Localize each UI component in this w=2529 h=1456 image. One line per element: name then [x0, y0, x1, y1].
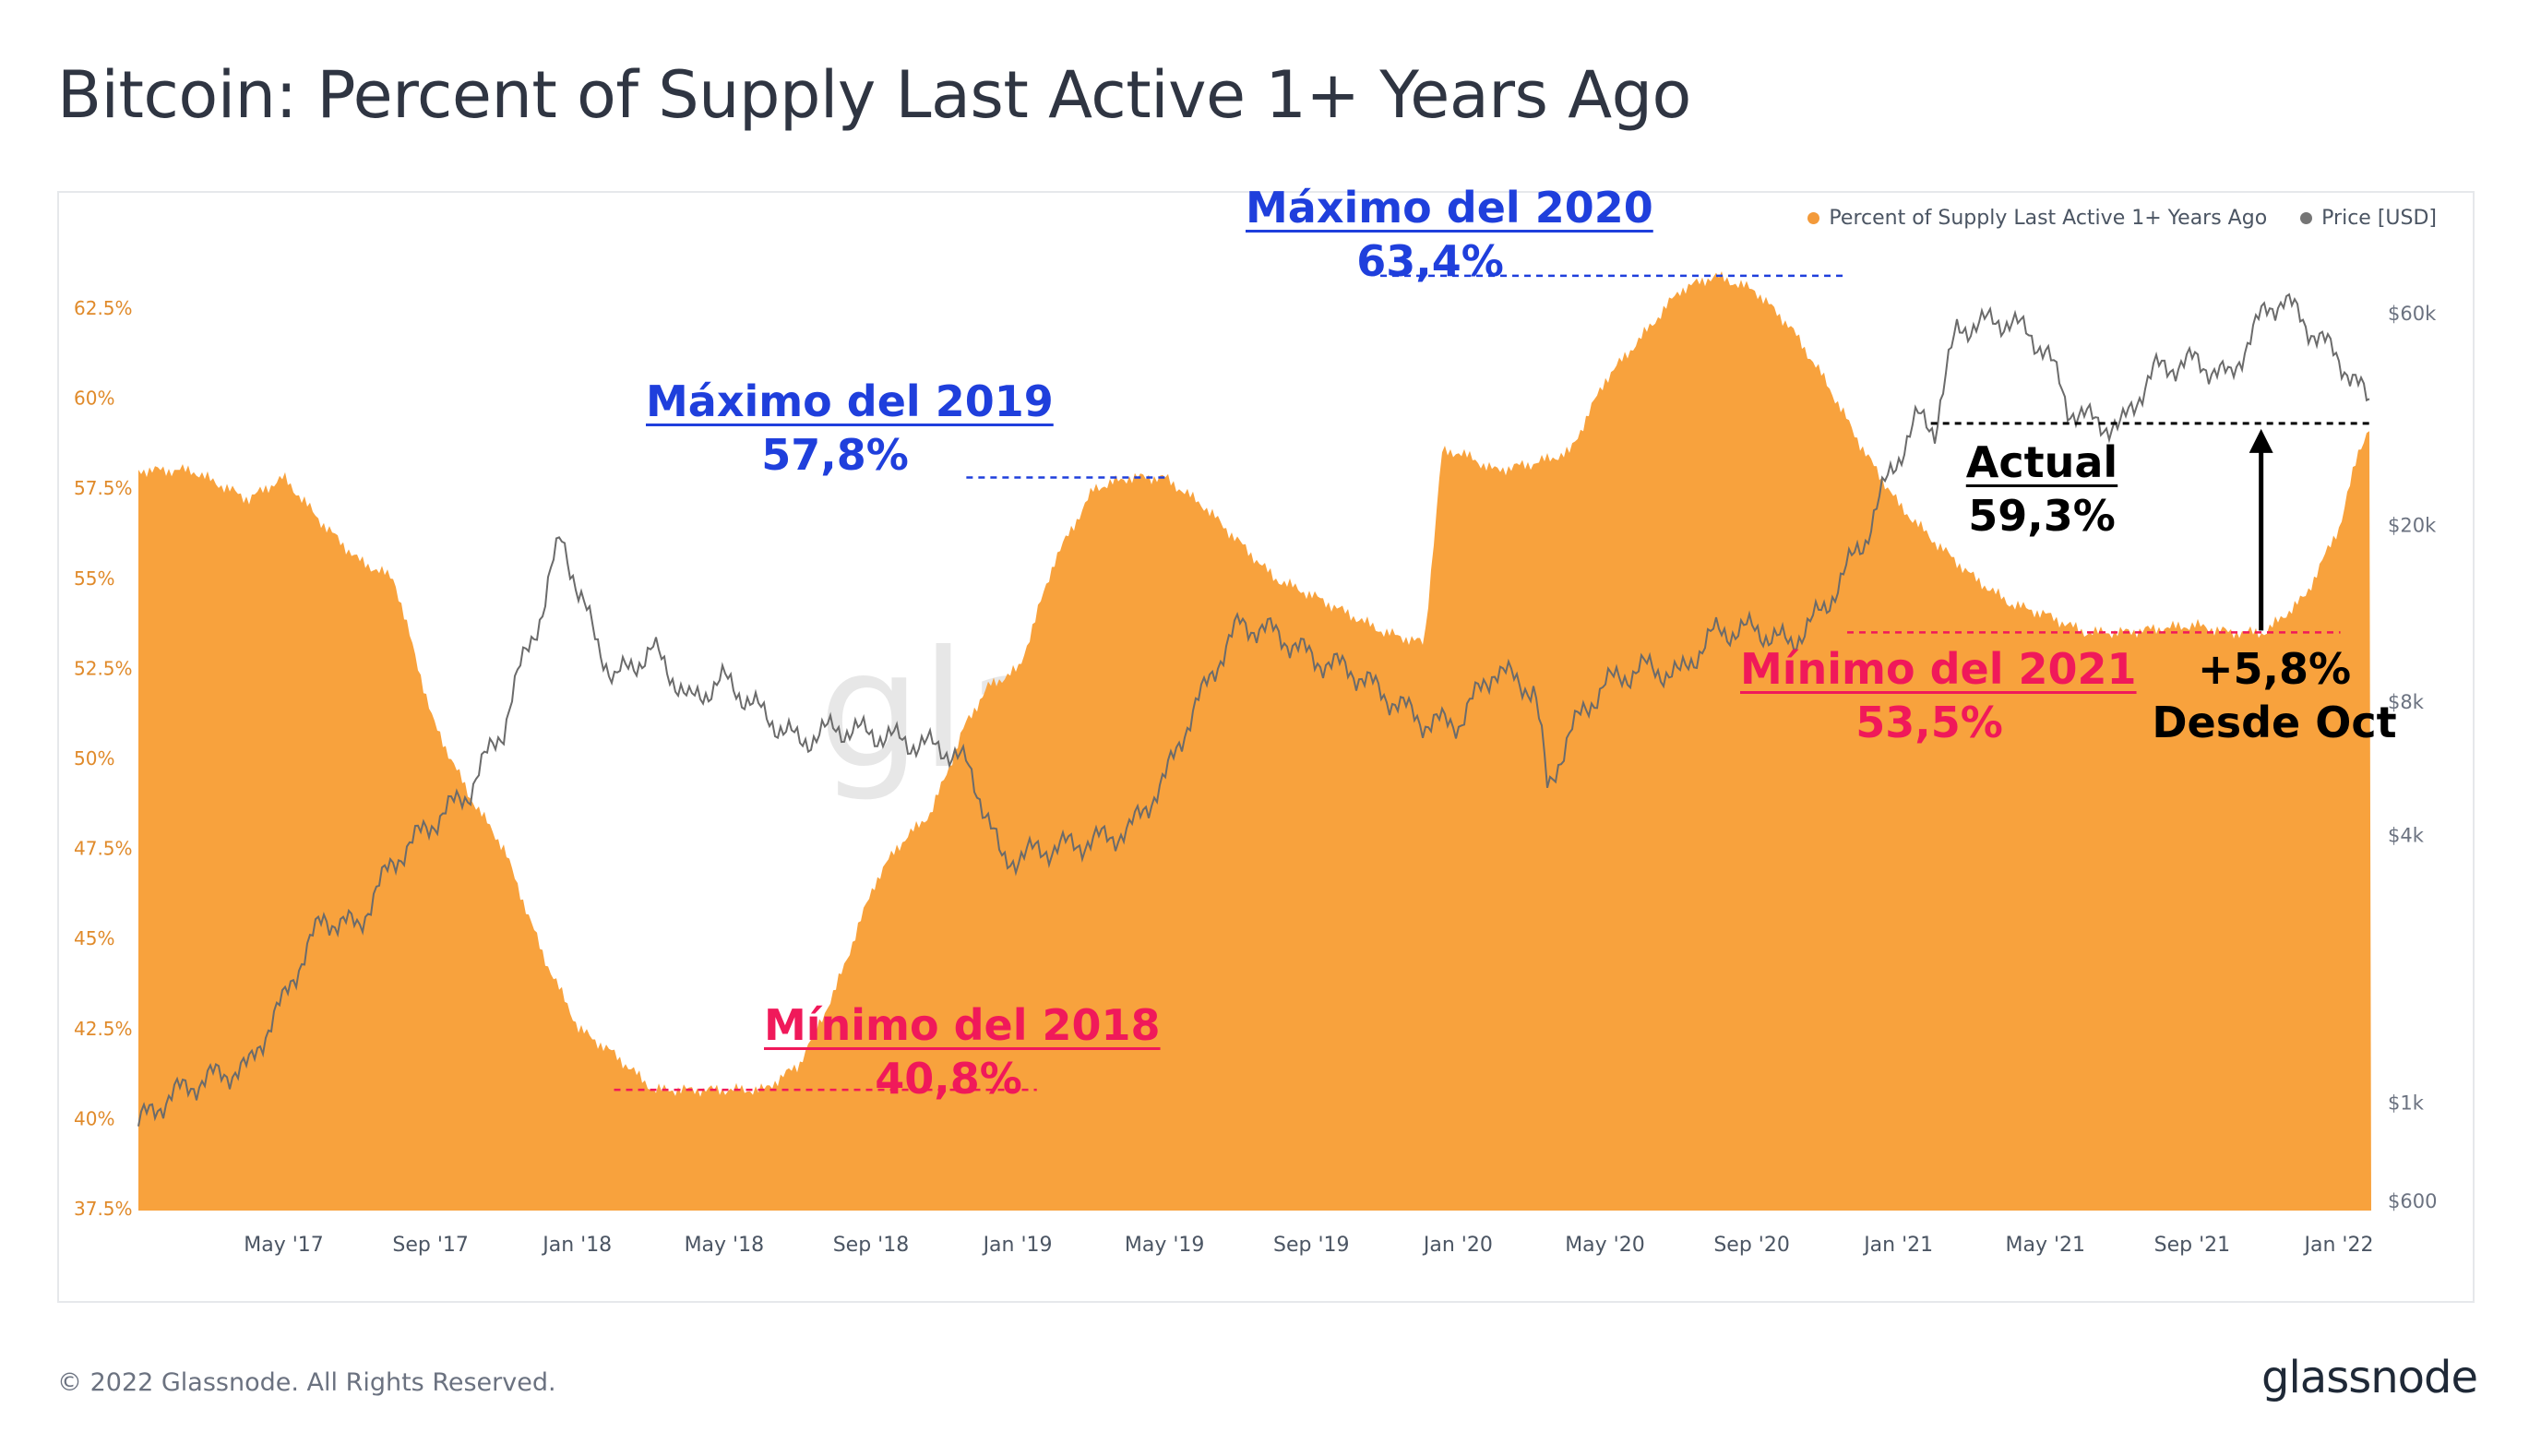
annotation-min-2021: Mínimo del 2021 53,5%: [1740, 642, 2137, 749]
annotation-change: +5,8% Desde Oct: [2141, 642, 2408, 749]
copyright: © 2022 Glassnode. All Rights Reserved.: [57, 1368, 556, 1397]
x-tick-label: May '17: [244, 1234, 324, 1257]
legend-label: Price [USD]: [2321, 207, 2437, 230]
x-tick-label: Jan '18: [541, 1234, 612, 1257]
y2-tick-label: $4k: [2388, 825, 2425, 847]
x-axis: May '17 Sep '17 Jan '18 May '18 Sep '18 Jan '…: [244, 1234, 2373, 1257]
x-tick-label: Jan '21: [1862, 1234, 1933, 1257]
y2-tick-label: $60k: [2388, 303, 2437, 325]
right-axis: $600 $1k $4k $8k $20k $60k: [2388, 303, 2437, 1212]
legend-dot-icon: [2300, 212, 2313, 224]
x-tick-label: May '18: [685, 1234, 765, 1257]
legend-label: Percent of Supply Last Active 1+ Years A…: [1829, 207, 2268, 230]
annotation-value: 53,5%: [1855, 698, 2003, 747]
annotation-subtitle: Desde Oct: [2152, 698, 2397, 747]
chart-panel: [57, 191, 2475, 1303]
annotation-actual: Actual 59,3%: [1954, 436, 2129, 543]
left-axis: 37.5% 40% 42.5% 45% 47.5% 50% 52.5% 55% 57.5% 60%…: [74, 297, 133, 1220]
y-tick-label: 62.5%: [74, 297, 133, 319]
x-tick-label: Sep '21: [2154, 1234, 2231, 1257]
y2-tick-label: $600: [2388, 1190, 2437, 1212]
legend-dot-icon: [1807, 212, 1820, 224]
x-tick-label: Sep '19: [1273, 1234, 1350, 1257]
y-tick-label: 60%: [74, 388, 114, 410]
annotation-min-2018: Mínimo del 2018 40,8%: [764, 998, 1161, 1105]
y-tick-label: 57.5%: [74, 477, 133, 499]
reference-lines: [614, 274, 2371, 1092]
supply-area: [138, 271, 2371, 1211]
annotation-max-2019: Máximo del 2019 57,8%: [646, 375, 1054, 482]
annotation-title: Actual: [1965, 437, 2118, 487]
annotation-title: Mínimo del 2018: [764, 1000, 1161, 1050]
brand-logo: glassnode: [2261, 1352, 2478, 1403]
annotation-value: 59,3%: [1968, 491, 2116, 541]
x-tick-label: Jan '19: [982, 1234, 1053, 1257]
legend: Percent of Supply Last Active 1+ Years A…: [1807, 207, 2437, 230]
price-line: [137, 292, 2370, 1127]
y-tick-label: 55%: [74, 567, 114, 590]
x-tick-label: Sep '20: [1713, 1234, 1790, 1257]
annotation-value: 63,4%: [1356, 236, 1504, 286]
x-tick-label: May '19: [1125, 1234, 1205, 1257]
annotation-title: Máximo del 2020: [1246, 183, 1653, 233]
annotation-value: 57,8%: [761, 430, 909, 480]
arrow-head-icon: [2249, 428, 2273, 453]
y-tick-label: 42.5%: [74, 1018, 133, 1040]
annotation-max-2020: Máximo del 2020 63,4%: [1246, 181, 1653, 288]
y-tick-label: 47.5%: [74, 838, 133, 860]
annotation-title: Mínimo del 2021: [1740, 644, 2137, 694]
page-title: Bitcoin: Percent of Supply Last Active 1…: [57, 57, 1691, 133]
legend-item-price[interactable]: Price [USD]: [2300, 207, 2437, 230]
annotation-value: 40,8%: [875, 1054, 1022, 1104]
y-tick-label: 40%: [74, 1107, 114, 1129]
x-tick-label: Sep '18: [833, 1234, 910, 1257]
x-tick-label: Sep '17: [392, 1234, 469, 1257]
x-tick-label: Jan '22: [2303, 1234, 2374, 1257]
y2-tick-label: $20k: [2388, 514, 2437, 536]
y-tick-label: 37.5%: [74, 1198, 133, 1220]
legend-item-supply[interactable]: Percent of Supply Last Active 1+ Years A…: [1807, 207, 2267, 230]
y2-tick-label: $8k: [2388, 691, 2425, 713]
y2-tick-label: $1k: [2388, 1092, 2425, 1114]
annotation-value: +5,8%: [2197, 644, 2352, 694]
y-tick-label: 45%: [74, 927, 114, 949]
x-tick-label: May '21: [2006, 1234, 2086, 1257]
y-tick-label: 52.5%: [74, 657, 133, 679]
annotation-title: Máximo del 2019: [646, 376, 1054, 426]
x-tick-label: May '20: [1565, 1234, 1645, 1257]
x-tick-label: Jan '20: [1422, 1234, 1493, 1257]
y-tick-label: 50%: [74, 747, 114, 770]
